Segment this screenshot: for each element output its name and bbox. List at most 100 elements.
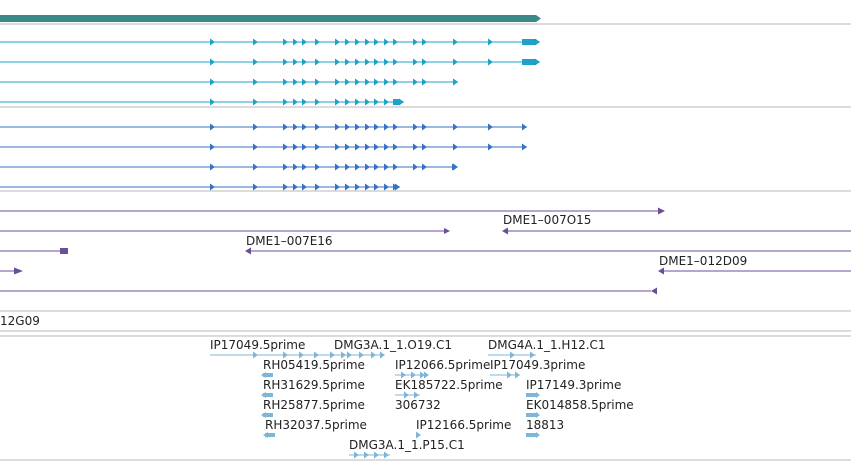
est-label[interactable]: IP12066.5prime bbox=[395, 358, 491, 372]
exon-marker-icon bbox=[283, 58, 288, 66]
exon-marker-icon bbox=[345, 143, 350, 151]
exon-marker-icon bbox=[253, 78, 258, 86]
exon-marker-icon bbox=[345, 98, 350, 106]
exon-marker-icon bbox=[355, 78, 360, 86]
est-label[interactable]: 306732 bbox=[395, 398, 441, 412]
exon-marker-icon bbox=[453, 123, 458, 131]
exon-marker-icon bbox=[335, 58, 340, 66]
exon-marker-icon bbox=[453, 58, 458, 66]
exon-marker-icon bbox=[422, 143, 427, 151]
exon-marker-icon bbox=[374, 123, 379, 131]
est-label[interactable]: RH05419.5prime bbox=[263, 358, 365, 372]
est-label[interactable]: IP12166.5prime bbox=[416, 418, 512, 432]
exon-marker-icon bbox=[371, 351, 376, 359]
exon-marker-icon bbox=[315, 123, 320, 131]
exon-marker-icon bbox=[365, 123, 370, 131]
exon-marker-icon bbox=[315, 38, 320, 46]
exon-marker-icon bbox=[424, 371, 429, 379]
est-label[interactable]: EK185722.5prime bbox=[395, 378, 503, 392]
clone-end-block bbox=[60, 248, 68, 254]
est-block[interactable] bbox=[263, 413, 273, 417]
exon-marker-icon bbox=[393, 143, 398, 151]
exon-marker-icon bbox=[364, 451, 369, 459]
exon-marker-icon bbox=[315, 163, 320, 171]
est-label[interactable]: DMG3A.1_1.O19.C1 bbox=[334, 338, 452, 352]
exon-marker-icon bbox=[302, 123, 307, 131]
exon-marker-icon bbox=[299, 351, 304, 359]
exon-marker-icon bbox=[335, 183, 340, 191]
exon-marker-icon bbox=[413, 123, 418, 131]
exon-marker-icon bbox=[345, 38, 350, 46]
exon-marker-icon bbox=[535, 58, 540, 66]
exon-marker-icon bbox=[515, 371, 520, 379]
est-label[interactable]: IP17049.5prime bbox=[210, 338, 306, 352]
clone-label[interactable]: DME1–012D09 bbox=[659, 254, 748, 268]
exon-marker-icon bbox=[384, 143, 389, 151]
exon-marker-icon bbox=[384, 98, 389, 106]
est-label[interactable]: RH31629.5prime bbox=[263, 378, 365, 392]
est-label[interactable]: IP17149.3prime bbox=[526, 378, 622, 392]
exon-marker-icon bbox=[347, 351, 352, 359]
clone-label[interactable]: 12G09 bbox=[0, 314, 40, 328]
exon-marker-icon bbox=[355, 143, 360, 151]
cds-block bbox=[393, 99, 400, 105]
est-block[interactable] bbox=[263, 393, 273, 397]
exon-marker-icon bbox=[302, 143, 307, 151]
exon-marker-icon bbox=[453, 78, 458, 86]
right-arrow-icon bbox=[536, 432, 540, 438]
exon-marker-icon bbox=[283, 78, 288, 86]
est-label[interactable]: IP17049.3prime bbox=[490, 358, 586, 372]
exon-marker-icon bbox=[315, 78, 320, 86]
exon-marker-icon bbox=[365, 183, 370, 191]
exon-marker-icon bbox=[355, 58, 360, 66]
exon-marker-icon bbox=[365, 143, 370, 151]
exon-marker-icon bbox=[452, 163, 457, 171]
exon-marker-icon bbox=[413, 58, 418, 66]
exon-marker-icon bbox=[393, 123, 398, 131]
exon-marker-icon bbox=[365, 98, 370, 106]
clone-label[interactable]: DME1–007E16 bbox=[246, 234, 333, 248]
exon-marker-icon bbox=[488, 38, 493, 46]
exon-marker-icon bbox=[401, 371, 406, 379]
gene-bar[interactable] bbox=[0, 15, 536, 22]
exon-marker-icon bbox=[335, 98, 340, 106]
clone-label[interactable]: DME1–007O15 bbox=[503, 213, 592, 227]
left-arrow-icon bbox=[261, 372, 266, 378]
est-block[interactable] bbox=[526, 413, 536, 417]
exon-marker-icon bbox=[413, 38, 418, 46]
est-label[interactable]: EK014858.5prime bbox=[526, 398, 634, 412]
est-label[interactable]: DMG3A.1_1.P15.C1 bbox=[349, 438, 465, 452]
est-label[interactable]: 18813 bbox=[526, 418, 565, 432]
est-block[interactable] bbox=[263, 373, 273, 377]
est-block[interactable] bbox=[526, 433, 536, 437]
exon-marker-icon bbox=[345, 123, 350, 131]
est-label[interactable]: RH25877.5prime bbox=[263, 398, 365, 412]
exon-marker-icon bbox=[365, 163, 370, 171]
exon-marker-icon bbox=[384, 58, 389, 66]
exon-marker-icon bbox=[283, 163, 288, 171]
est-block[interactable] bbox=[526, 393, 536, 397]
exon-marker-icon bbox=[335, 143, 340, 151]
exon-marker-icon bbox=[522, 123, 527, 131]
exon-marker-icon bbox=[253, 98, 258, 106]
right-arrow-icon bbox=[658, 207, 665, 215]
est-block[interactable] bbox=[265, 433, 275, 437]
exon-marker-icon bbox=[302, 78, 307, 86]
exon-marker-icon bbox=[210, 58, 215, 66]
exon-marker-icon bbox=[453, 143, 458, 151]
exon-marker-icon bbox=[330, 351, 335, 359]
est-label[interactable]: DMG4A.1_1.H12.C1 bbox=[488, 338, 606, 352]
exon-marker-icon bbox=[293, 58, 298, 66]
exon-marker-icon bbox=[283, 351, 288, 359]
exon-marker-icon bbox=[384, 163, 389, 171]
exon-marker-icon bbox=[253, 183, 258, 191]
exon-marker-icon bbox=[355, 38, 360, 46]
exon-marker-icon bbox=[345, 78, 350, 86]
right-arrow-icon bbox=[536, 392, 540, 398]
exon-marker-icon bbox=[345, 163, 350, 171]
exon-marker-icon bbox=[253, 123, 258, 131]
est-label[interactable]: RH32037.5prime bbox=[265, 418, 367, 432]
exon-marker-icon bbox=[293, 78, 298, 86]
exon-marker-icon bbox=[384, 183, 389, 191]
